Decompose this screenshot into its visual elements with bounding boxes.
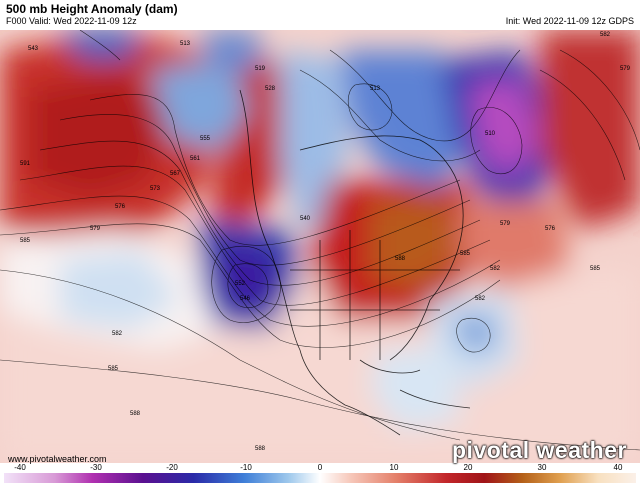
contour-label: 582 — [112, 331, 123, 337]
colorbar-tick: 40 — [613, 463, 623, 472]
contour-label: 552 — [235, 281, 246, 287]
contour-label: 528 — [265, 86, 276, 92]
contour-label: 519 — [255, 66, 266, 72]
contour-label: 588 — [255, 446, 266, 452]
site-credit: www.pivotalweather.com — [8, 454, 107, 464]
contour-label: 543 — [28, 46, 39, 52]
contour-label: 585 — [590, 266, 601, 272]
colorbar-tick: -30 — [90, 463, 102, 472]
init-time: Init: Wed 2022-11-09 12z GDPS — [505, 16, 634, 26]
map-title: 500 mb Height Anomaly (dam) — [6, 2, 178, 16]
colorbar-tick: -20 — [166, 463, 178, 472]
contour-label: 579 — [500, 221, 511, 227]
contour-label: 513 — [370, 86, 381, 92]
contour-label: 561 — [190, 156, 201, 162]
contour-label: 588 — [395, 256, 406, 262]
colorbar-tick-labels: -40 -30 -20 -10 0 10 20 30 40 — [0, 463, 640, 473]
contour-label: 576 — [115, 204, 126, 210]
contour-label: 573 — [150, 186, 161, 192]
colorbar-tick: 0 — [317, 463, 323, 472]
colorbar-tick: 10 — [389, 463, 399, 472]
contour-label: 588 — [130, 411, 141, 417]
colorbar-tick: 20 — [463, 463, 473, 472]
colorbar-tick: -10 — [240, 463, 252, 472]
contour-label: 579 — [90, 226, 101, 232]
contour-label: 585 — [460, 251, 471, 257]
contour-label: 579 — [620, 66, 631, 72]
contour-label: 582 — [490, 266, 501, 272]
contour-label: 591 — [20, 161, 31, 167]
colorbar-tick: 30 — [537, 463, 547, 472]
contour-label: 576 — [545, 226, 556, 232]
contour-label: 555 — [200, 136, 211, 142]
colorbar-gradient — [4, 473, 636, 483]
contour-label: 582 — [600, 32, 611, 38]
contour-label: 585 — [20, 238, 31, 244]
anomaly-map: 591 585 582 585 588 588 579 576 573 567 … — [0, 30, 640, 463]
contour-label: 540 — [300, 216, 311, 222]
color-scale-bar: -40 -30 -20 -10 0 10 20 30 40 — [0, 463, 640, 487]
contour-label: 546 — [240, 296, 251, 302]
contour-label: 585 — [108, 366, 119, 372]
contour-label: 510 — [485, 131, 496, 137]
brand-logo: pivotal weather — [452, 437, 627, 463]
valid-time: F000 Valid: Wed 2022-11-09 12z — [6, 16, 137, 26]
contour-label: 567 — [170, 171, 181, 177]
contour-label: 513 — [180, 41, 191, 47]
contour-label: 582 — [475, 296, 486, 302]
colorbar-tick: -40 — [14, 463, 26, 472]
